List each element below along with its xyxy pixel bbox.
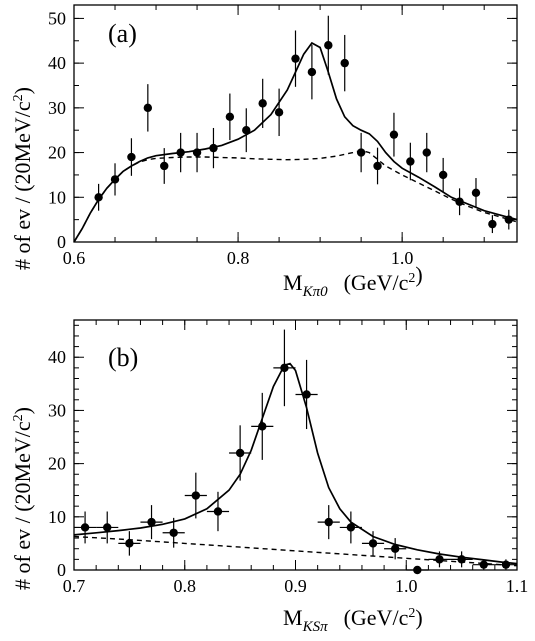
data-point: [191, 491, 201, 500]
data-point: [504, 215, 513, 224]
data-point: [368, 539, 378, 548]
data-point: [176, 148, 185, 157]
y-axis-title-a: # of ev / (20MeV/c2): [10, 87, 35, 270]
data-point: [280, 363, 289, 373]
data-point: [455, 197, 464, 206]
data-point: [324, 517, 333, 527]
data-point: [373, 161, 382, 171]
ticks-a: 0.6 0.8 1.0 0 10 20 30 40 50: [48, 5, 517, 268]
y-tick-label: 40: [48, 53, 66, 73]
panel-label-a: (a): [108, 19, 137, 48]
marks-b: [73, 329, 518, 575]
x-tick-label: 0.8: [174, 576, 197, 596]
data-point: [143, 103, 153, 113]
data-point: [413, 565, 422, 575]
marks-a: [73, 15, 518, 243]
x-tick-label: 0.9: [284, 576, 307, 596]
panel-a: 0.6 0.8 1.0 0 10 20 30 40 50 (a) # of ev / (20Me…: [10, 4, 518, 300]
data-point: [235, 448, 245, 458]
data-point: [346, 523, 356, 532]
data-point: [488, 219, 497, 229]
panel-label-b: (b): [108, 343, 138, 372]
x-tick-label: 1.0: [391, 248, 414, 268]
data-point: [169, 528, 178, 537]
data-point: [501, 560, 511, 569]
y-tick-label: 10: [48, 507, 66, 527]
data-point: [274, 108, 284, 117]
data-point: [192, 148, 202, 157]
data-point: [147, 517, 156, 527]
plot-frame-a: [73, 4, 518, 243]
data-point: [389, 130, 399, 139]
data-point: [356, 148, 366, 157]
y-tick-label: 20: [48, 143, 66, 163]
data-point: [209, 143, 218, 153]
data-point: [479, 560, 488, 569]
y-axis-title-b: # of ev / (20MeV/c2): [10, 407, 35, 590]
data-point: [435, 555, 444, 564]
data-point: [307, 67, 317, 77]
y-tick-label: 20: [48, 454, 66, 474]
data-point: [94, 193, 103, 202]
x-tick-label: 1.1: [506, 576, 529, 596]
panel-b: 0.7 0.8 0.9 1.0 1.1 0 10 20 30 40 (b) # of ev / (…: [10, 319, 528, 635]
data-point: [80, 523, 90, 532]
data-point: [242, 126, 251, 135]
data-point: [422, 148, 431, 157]
x-tick-label: 0.7: [63, 576, 86, 596]
fit-curve: [73, 362, 518, 565]
x-axis-title-b: MKSπ (GeV/c2): [283, 605, 423, 635]
data-point: [438, 170, 448, 180]
y-tick-label: 30: [48, 98, 66, 118]
data-point: [127, 152, 136, 162]
data-point: [258, 99, 267, 108]
x-axis-title-a: MKπ0 (GeV/c2): [283, 262, 423, 300]
data-point: [225, 112, 235, 121]
x-tick-label: 0.6: [63, 248, 86, 268]
data-point: [324, 41, 333, 50]
plot-frame-b: [73, 319, 518, 571]
data-point: [125, 539, 134, 548]
y-tick-label: 0: [57, 232, 66, 252]
y-tick-label: 30: [48, 400, 66, 420]
y-tick-label: 0: [57, 560, 66, 580]
data-point: [457, 555, 466, 564]
data-point: [340, 58, 349, 68]
data-point: [160, 161, 169, 171]
x-tick-label: 1.0: [395, 576, 418, 596]
x-tick-label: 0.8: [227, 248, 250, 268]
ticks-b: 0.7 0.8 0.9 1.0 1.1 0 10 20 30 40: [48, 320, 528, 596]
data-point: [406, 157, 415, 166]
data-point: [258, 422, 267, 431]
y-tick-label: 50: [48, 8, 66, 28]
data-point: [103, 523, 112, 532]
data-point: [110, 175, 120, 184]
data-point: [390, 544, 400, 553]
y-tick-label: 10: [48, 187, 66, 207]
data-point: [302, 390, 311, 399]
data-point: [291, 54, 300, 63]
y-tick-label: 40: [48, 347, 66, 367]
data-point: [471, 188, 481, 198]
data-point: [213, 507, 223, 516]
